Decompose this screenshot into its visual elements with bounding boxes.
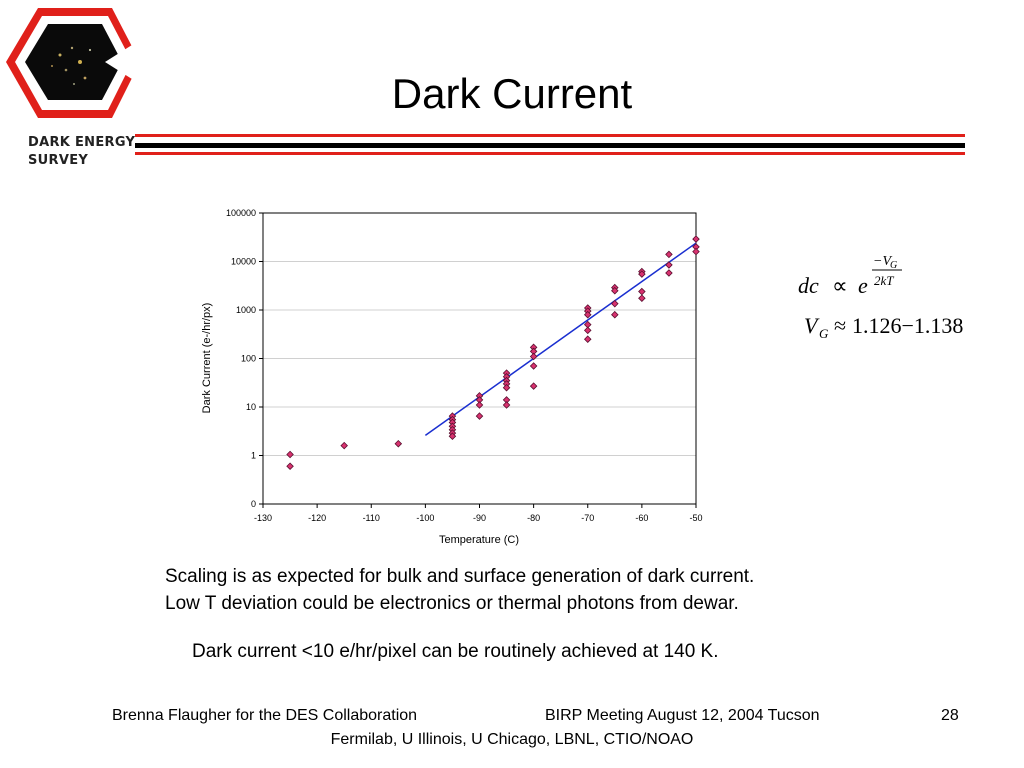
formula-lhs: dc — [798, 273, 819, 298]
data-point — [611, 286, 619, 295]
data-point — [611, 299, 619, 308]
data-point — [448, 432, 457, 440]
y-tick-label: 100000 — [226, 208, 256, 218]
formula-vg-sub: G — [819, 326, 829, 341]
data-point — [529, 362, 538, 370]
body-text-line2: Low T deviation could be electronics or … — [165, 593, 739, 614]
formula-exp-numerator: −V — [873, 254, 892, 269]
formula-range: 1.126−1.138 — [852, 313, 963, 338]
footer-page-number: 28 — [941, 707, 959, 724]
x-tick-label: -70 — [581, 513, 594, 523]
x-tick-label: -100 — [416, 513, 434, 523]
x-tick-label: -120 — [308, 513, 326, 523]
x-tick-label: -80 — [527, 513, 540, 523]
footer-meeting: BIRP Meeting August 12, 2004 Tucson — [545, 707, 820, 724]
body-text-line1: Scaling is as expected for bulk and surf… — [165, 566, 755, 587]
rule-red-top — [135, 134, 965, 137]
data-point — [286, 450, 294, 459]
data-point — [665, 250, 673, 259]
formula-approx-symbol: ≈ — [834, 313, 846, 338]
data-point — [286, 462, 294, 471]
formula-exp-denominator: 2kT — [874, 273, 894, 288]
logo-text-line1: DARK ENERGY — [28, 135, 136, 150]
formula-vg: V — [804, 313, 820, 338]
x-tick-label: -60 — [635, 513, 648, 523]
x-tick-label: -90 — [473, 513, 486, 523]
rule-black — [135, 143, 965, 148]
data-point — [611, 310, 619, 319]
data-point — [502, 401, 511, 409]
data-point — [665, 269, 673, 277]
x-tick-label: -50 — [689, 513, 702, 523]
y-tick-label: 10 — [246, 402, 256, 412]
fit-line — [424, 242, 697, 436]
data-point — [529, 352, 538, 361]
x-tick-label: -130 — [254, 513, 272, 523]
logo-galaxy-hexagon — [25, 24, 122, 100]
footer-author: Brenna Flaugher for the DES Collaboratio… — [112, 707, 418, 724]
logo-cut-notch — [105, 40, 140, 84]
data-point — [394, 439, 403, 448]
data-point — [665, 261, 673, 269]
data-point — [340, 441, 348, 450]
des-logo — [6, 8, 140, 118]
dark-current-chart: 0 1 10 100 1000 10000 100000 -130 -120 -110 -100 -… — [201, 208, 703, 546]
data-point — [692, 247, 700, 256]
data-point — [638, 294, 646, 302]
y-axis-label: Dark Current (e-/hr/px) — [201, 303, 213, 414]
formula-proportional-symbol: ∝ — [832, 273, 848, 298]
data-point — [475, 412, 484, 420]
y-tick-label: 1000 — [236, 305, 256, 315]
y-tick-label: 10000 — [231, 257, 256, 267]
formula-exp-numerator-sub: G — [890, 260, 897, 271]
slide-title: Dark Current — [391, 70, 633, 117]
data-point — [638, 287, 646, 296]
y-tick-label: 0 — [251, 499, 256, 509]
y-tick-label: 1 — [251, 451, 256, 461]
data-point — [583, 326, 592, 335]
x-tick-label: -110 — [363, 513, 380, 523]
data-point — [529, 382, 538, 390]
data-point — [692, 235, 700, 243]
data-point — [638, 270, 646, 278]
dark-current-formula: dc ∝ e −V G 2kT V G ≈ 1.126−1.138 — [798, 254, 963, 341]
data-point — [583, 310, 592, 319]
logo-text-line2: SURVEY — [28, 153, 89, 168]
x-axis-label: Temperature (C) — [439, 534, 519, 546]
y-tick-label: 100 — [241, 354, 256, 364]
grid-lines — [263, 261, 696, 456]
body-text-line3: Dark current <10 e/hr/pixel can be routi… — [192, 641, 719, 662]
formula-base: e — [858, 273, 868, 298]
data-point — [583, 335, 592, 343]
data-point — [475, 401, 484, 409]
footer-institutions: Fermilab, U Illinois, U Chicago, LBNL, C… — [330, 731, 694, 748]
data-point — [502, 383, 511, 392]
rule-red-bottom — [135, 152, 965, 155]
